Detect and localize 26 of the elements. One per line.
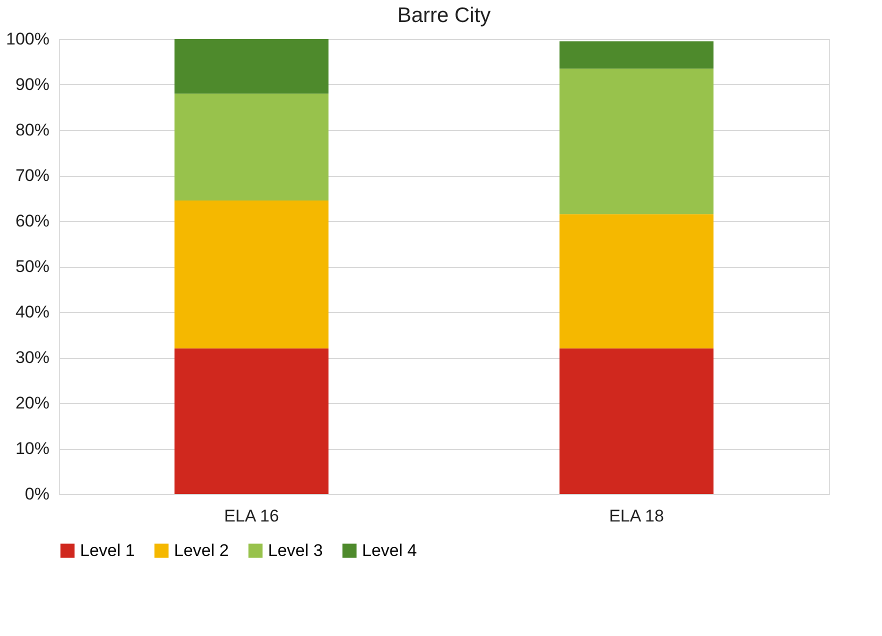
- bar: [174, 200, 328, 348]
- y-tick-label: 20%: [15, 394, 50, 412]
- y-tick-label: 60%: [15, 212, 50, 230]
- y-tick-label: 90%: [15, 75, 50, 94]
- bar: [560, 214, 714, 348]
- legend-label: Level 3: [268, 540, 323, 560]
- y-tick-label: 0%: [24, 484, 50, 504]
- y-tick-label: 100%: [6, 30, 50, 48]
- x-tick-label: ELA 16: [224, 506, 279, 526]
- bar: [174, 94, 328, 201]
- chart-title: Barre City: [397, 4, 492, 27]
- bar: [560, 348, 714, 494]
- bar: [174, 348, 328, 494]
- bar: [560, 41, 714, 69]
- y-tick-label: 80%: [15, 120, 50, 140]
- x-tick-label: ELA 18: [609, 506, 664, 526]
- legend-label: Level 2: [174, 540, 229, 560]
- y-tick-label: 70%: [15, 166, 50, 185]
- legend-label: Level 4: [362, 540, 417, 560]
- y-tick-label: 40%: [15, 302, 50, 322]
- y-tick-label: 50%: [15, 257, 50, 276]
- legend-label: Level 1: [80, 540, 135, 560]
- y-tick-label: 30%: [15, 348, 50, 367]
- bar: [560, 68, 714, 214]
- y-tick-label: 10%: [15, 439, 50, 458]
- bar: [174, 39, 328, 94]
